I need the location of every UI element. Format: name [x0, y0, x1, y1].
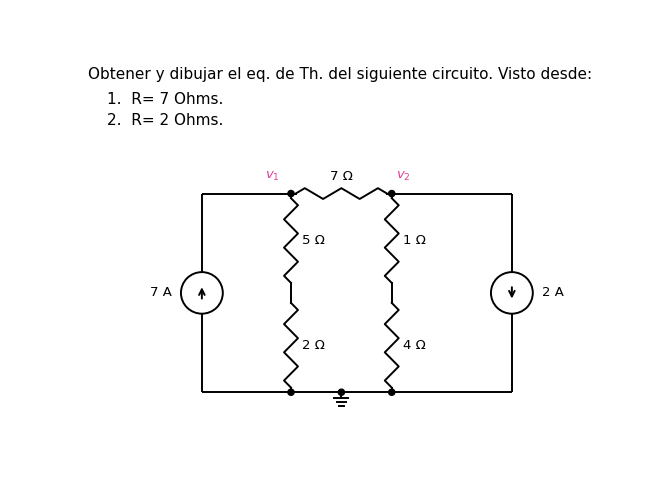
- Text: 2 Ω: 2 Ω: [302, 339, 325, 352]
- Text: 5 Ω: 5 Ω: [302, 234, 325, 247]
- Circle shape: [388, 389, 395, 395]
- Text: 4 Ω: 4 Ω: [403, 339, 425, 352]
- Text: 2 A: 2 A: [542, 286, 564, 299]
- Text: 1 Ω: 1 Ω: [403, 234, 426, 247]
- Text: 7 Ω: 7 Ω: [330, 170, 353, 183]
- Circle shape: [338, 389, 345, 395]
- Text: $v_1$: $v_1$: [264, 170, 279, 183]
- Text: Obtener y dibujar el eq. de Th. del siguiente circuito. Visto desde:: Obtener y dibujar el eq. de Th. del sigu…: [88, 66, 592, 81]
- Circle shape: [288, 191, 294, 197]
- Text: 2.  R= 2 Ohms.: 2. R= 2 Ohms.: [107, 113, 223, 128]
- Text: 7 A: 7 A: [150, 286, 171, 299]
- Circle shape: [288, 389, 294, 395]
- Text: 1.  R= 7 Ohms.: 1. R= 7 Ohms.: [107, 92, 223, 107]
- Circle shape: [388, 191, 395, 197]
- Text: $v_2$: $v_2$: [396, 170, 410, 183]
